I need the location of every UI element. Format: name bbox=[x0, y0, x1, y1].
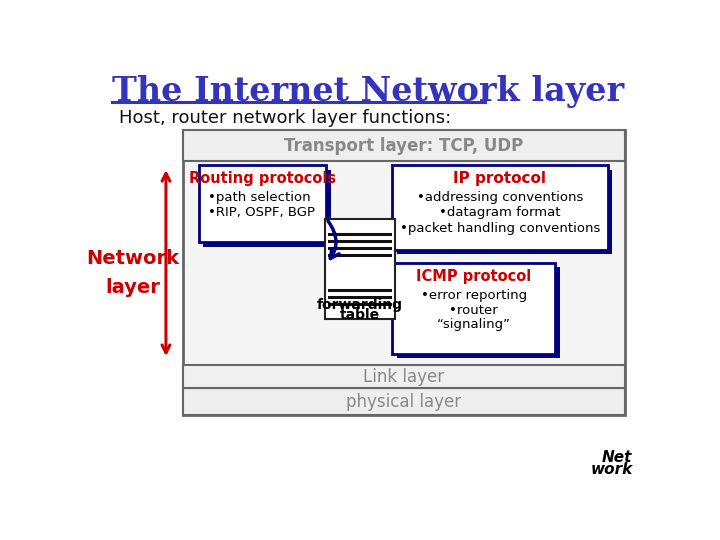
Text: •addressing conventions: •addressing conventions bbox=[417, 191, 583, 204]
Text: Link layer: Link layer bbox=[364, 368, 444, 386]
Text: ICMP protocol: ICMP protocol bbox=[416, 269, 531, 284]
Text: Network: Network bbox=[86, 249, 179, 268]
Text: •RIP, OSPF, BGP: •RIP, OSPF, BGP bbox=[208, 206, 315, 219]
Bar bbox=[325, 219, 395, 319]
Text: Routing protocols: Routing protocols bbox=[189, 171, 336, 186]
Bar bbox=[392, 262, 555, 354]
Text: The Internet Network layer: The Internet Network layer bbox=[112, 75, 624, 108]
Text: forwarding: forwarding bbox=[317, 298, 402, 312]
Bar bbox=[183, 365, 625, 388]
Bar bbox=[203, 170, 331, 247]
Text: Transport layer: TCP, UDP: Transport layer: TCP, UDP bbox=[284, 137, 523, 154]
Text: “signaling”: “signaling” bbox=[436, 318, 510, 331]
Text: •datagram format: •datagram format bbox=[439, 206, 561, 219]
Text: •packet handling conventions: •packet handling conventions bbox=[400, 221, 600, 234]
Bar bbox=[397, 267, 559, 358]
Text: physical layer: physical layer bbox=[346, 393, 462, 411]
Text: Net: Net bbox=[602, 450, 632, 465]
Bar bbox=[199, 165, 326, 242]
Text: •router: •router bbox=[449, 304, 498, 317]
Text: layer: layer bbox=[105, 278, 160, 297]
Bar bbox=[183, 130, 625, 161]
Text: •path selection: •path selection bbox=[208, 191, 310, 204]
FancyArrowPatch shape bbox=[328, 221, 339, 259]
Bar bbox=[183, 388, 625, 415]
Text: table: table bbox=[340, 308, 379, 322]
Text: work: work bbox=[590, 462, 632, 477]
Bar bbox=[392, 165, 608, 249]
Bar bbox=[183, 130, 625, 415]
Text: IP protocol: IP protocol bbox=[454, 171, 546, 186]
Text: •error reporting: •error reporting bbox=[420, 288, 527, 301]
Text: Host, router network layer functions:: Host, router network layer functions: bbox=[120, 109, 451, 127]
Bar bbox=[397, 170, 612, 254]
